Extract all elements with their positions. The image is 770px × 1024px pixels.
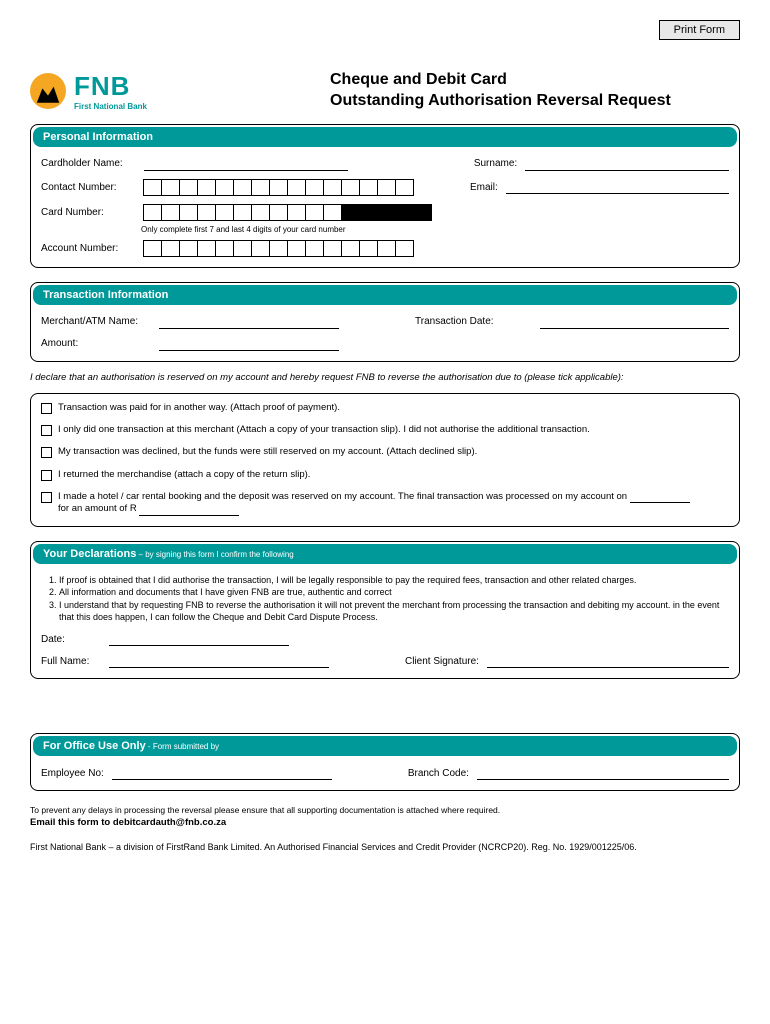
- transdate-label: Transaction Date:: [415, 316, 494, 327]
- contact-boxes[interactable]: [144, 179, 414, 196]
- title-line-1: Cheque and Debit Card: [330, 70, 740, 91]
- transaction-header: Transaction Information: [33, 285, 737, 305]
- office-header: For Office Use Only - Form submitted by: [33, 736, 737, 756]
- reason2-label: I only did one transaction at this merch…: [58, 424, 590, 436]
- surname-field[interactable]: [525, 157, 729, 171]
- declaration-3: I understand that by requesting FNB to r…: [59, 599, 729, 624]
- reasons-section: Transaction was paid for in another way.…: [30, 393, 740, 527]
- office-header-text: For Office Use Only: [43, 740, 146, 752]
- reason1-checkbox[interactable]: [41, 403, 52, 414]
- reason5-text-b: for an amount of R: [58, 503, 137, 514]
- date-label: Date:: [41, 634, 101, 645]
- footer-note: To prevent any delays in processing the …: [30, 805, 740, 815]
- signature-label: Client Signature:: [405, 656, 479, 667]
- email-label: Email:: [470, 182, 498, 193]
- date-field[interactable]: [109, 632, 289, 646]
- account-boxes[interactable]: [144, 240, 414, 257]
- cardnum-boxes[interactable]: [144, 204, 432, 221]
- amount-label: Amount:: [41, 338, 151, 349]
- declaration-2: All information and documents that I hav…: [59, 586, 729, 599]
- reason4-label: I returned the merchandise (attach a cop…: [58, 469, 310, 481]
- employee-label: Employee No:: [41, 768, 104, 779]
- transaction-section: Transaction Information Merchant/ATM Nam…: [30, 282, 740, 362]
- reason5-label: I made a hotel / car rental booking and …: [58, 491, 690, 516]
- reason3-label: My transaction was declined, but the fun…: [58, 446, 477, 458]
- declarations-header: Your Declarations – by signing this form…: [33, 544, 737, 564]
- office-section: For Office Use Only - Form submitted by …: [30, 733, 740, 791]
- merchant-label: Merchant/ATM Name:: [41, 316, 151, 327]
- reason5-amount-field[interactable]: [139, 506, 239, 516]
- cardnum-label: Card Number:: [41, 207, 136, 218]
- fullname-field[interactable]: [109, 654, 329, 668]
- logo-text: FNB: [74, 71, 147, 102]
- reason1-label: Transaction was paid for in another way.…: [58, 402, 340, 414]
- form-title: Cheque and Debit Card Outstanding Author…: [230, 70, 740, 112]
- reason3-checkbox[interactable]: [41, 447, 52, 458]
- personal-info-section: Personal Information Cardholder Name: Su…: [30, 124, 740, 268]
- amount-field[interactable]: [159, 337, 339, 351]
- contact-label: Contact Number:: [41, 182, 136, 193]
- branch-field[interactable]: [477, 766, 729, 780]
- branch-label: Branch Code:: [408, 768, 469, 779]
- print-form-button[interactable]: Print Form: [659, 20, 740, 40]
- declarations-section: Your Declarations – by signing this form…: [30, 541, 740, 679]
- logo-subtext: First National Bank: [74, 102, 147, 111]
- cardnum-hint: Only complete first 7 and last 4 digits …: [141, 225, 729, 234]
- reason4-checkbox[interactable]: [41, 470, 52, 481]
- reason5-date-field[interactable]: [630, 493, 690, 503]
- footer-legal: First National Bank – a division of Firs…: [30, 842, 740, 852]
- declarations-header-text: Your Declarations: [43, 548, 136, 560]
- header: FNB First National Bank Cheque and Debit…: [30, 50, 740, 112]
- reason5-text-a: I made a hotel / car rental booking and …: [58, 491, 627, 502]
- cardholder-label: Cardholder Name:: [41, 158, 136, 169]
- title-line-2: Outstanding Authorisation Reversal Reque…: [330, 91, 740, 112]
- personal-header: Personal Information: [33, 127, 737, 147]
- declaration-1: If proof is obtained that I did authoris…: [59, 574, 729, 587]
- declarations-list: If proof is obtained that I did authoris…: [59, 574, 729, 624]
- employee-field[interactable]: [112, 766, 332, 780]
- surname-label: Surname:: [474, 158, 517, 169]
- fnb-logo: FNB First National Bank: [30, 71, 230, 111]
- fullname-label: Full Name:: [41, 656, 101, 667]
- merchant-field[interactable]: [159, 315, 339, 329]
- declarations-header-sub: – by signing this form I confirm the fol…: [136, 550, 293, 559]
- cardholder-field[interactable]: [144, 157, 348, 171]
- reason2-checkbox[interactable]: [41, 425, 52, 436]
- transdate-field[interactable]: [540, 315, 729, 329]
- tree-icon: [30, 73, 66, 109]
- office-header-sub: - Form submitted by: [146, 742, 219, 751]
- reason5-checkbox[interactable]: [41, 492, 52, 503]
- signature-field[interactable]: [487, 654, 729, 668]
- declare-intro: I declare that an authorisation is reser…: [30, 372, 740, 383]
- account-label: Account Number:: [41, 243, 136, 254]
- footer-email: Email this form to debitcardauth@fnb.co.…: [30, 817, 740, 828]
- email-field[interactable]: [506, 180, 729, 194]
